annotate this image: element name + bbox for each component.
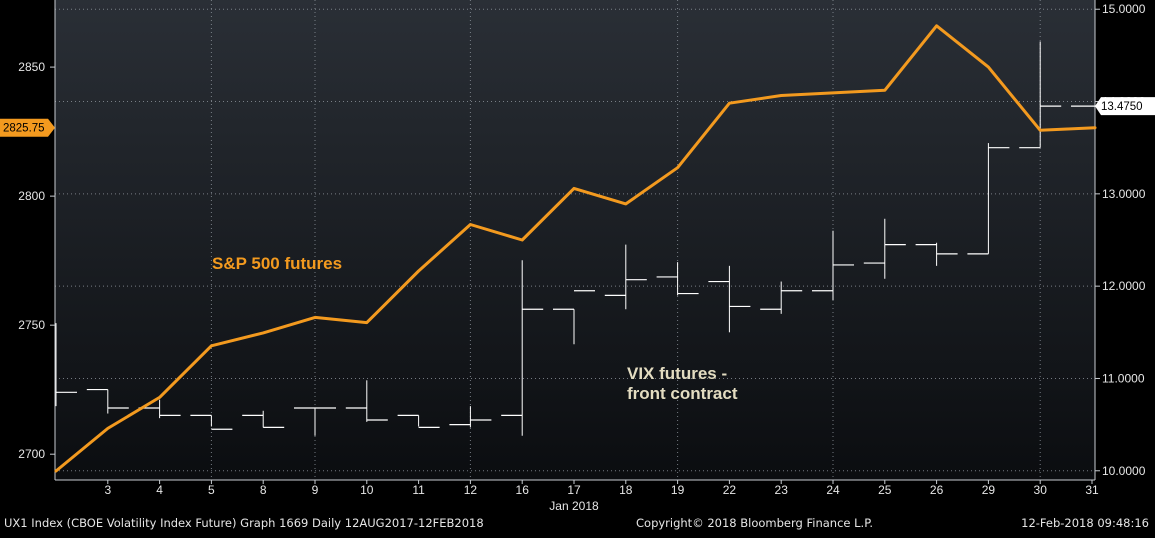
left-axis-tick-label: 2750: [18, 318, 45, 332]
left-axis-tick-label: 2850: [18, 60, 45, 74]
footer-security-info: UX1 Index (CBOE Volatility Index Future)…: [4, 516, 484, 530]
right-last-value-tag: [1095, 97, 1155, 116]
right-axis-tick-label: 10.0000: [1102, 464, 1146, 478]
x-axis-tick-label: 17: [567, 483, 581, 497]
vix-series: [55, 41, 1113, 436]
x-axis-tick-label: 23: [775, 483, 789, 497]
spx-line: [54, 24, 1097, 473]
x-axis-tick-label: 19: [671, 483, 685, 497]
x-axis-tick-label: 8: [260, 483, 267, 497]
x-axis-tick-label: 9: [312, 483, 319, 497]
right-axis-tick-label: 13.0000: [1102, 187, 1146, 201]
x-axis-tick-label: 3: [104, 483, 111, 497]
x-axis-tick-label: 11: [412, 483, 425, 497]
x-axis-tick-label: 10: [360, 483, 374, 497]
x-axis-tick-label: 31: [1085, 483, 1099, 497]
x-axis-tick-label: 24: [826, 483, 840, 497]
x-axis-tick-label: 25: [878, 483, 892, 497]
footer-copyright: Copyright© 2018 Bloomberg Finance L.P.: [636, 516, 873, 530]
x-axis-tick-label: 4: [156, 483, 163, 497]
x-axis-tick-label: 29: [982, 483, 996, 497]
right-axis-tick-label: 12.0000: [1102, 279, 1146, 293]
labels: 2825.75 13.4750 S&P 500 futures VIX futures…: [0, 97, 1155, 403]
x-axis-tick-label: 18: [619, 483, 633, 497]
x-axis-tick-label: 16: [516, 483, 530, 497]
spx-annotation: S&P 500 futures: [212, 254, 342, 273]
footer-timestamp: 12-Feb-2018 09:48:16: [1021, 516, 1149, 530]
left-axis-tick-label: 2800: [18, 189, 45, 203]
spx-series: [54, 24, 1097, 473]
left-last-value-label: 2825.75: [3, 123, 45, 135]
vix-annotation-line2: front contract: [627, 384, 738, 403]
x-axis-tick-label: 5: [208, 483, 215, 497]
plot-background: [55, 0, 1095, 480]
right-last-value-label: 13.4750: [1101, 101, 1143, 113]
footer: UX1 Index (CBOE Volatility Index Future)…: [0, 514, 1155, 533]
right-axis-tick-label: 11.0000: [1102, 371, 1145, 385]
x-axis-month-label: Jan 2018: [549, 499, 599, 513]
x-axis-tick-label: 26: [930, 483, 944, 497]
left-last-value-tag: [0, 118, 55, 137]
x-axis-tick-label: 30: [1034, 483, 1048, 497]
x-axis-tick-label: 12: [464, 483, 478, 497]
left-axis-tick-label: 2700: [18, 447, 45, 461]
vix-annotation-line1: VIX futures -: [627, 364, 727, 383]
x-axis-tick-label: 22: [723, 483, 737, 497]
right-axis-tick-label: 15.0000: [1102, 2, 1146, 16]
